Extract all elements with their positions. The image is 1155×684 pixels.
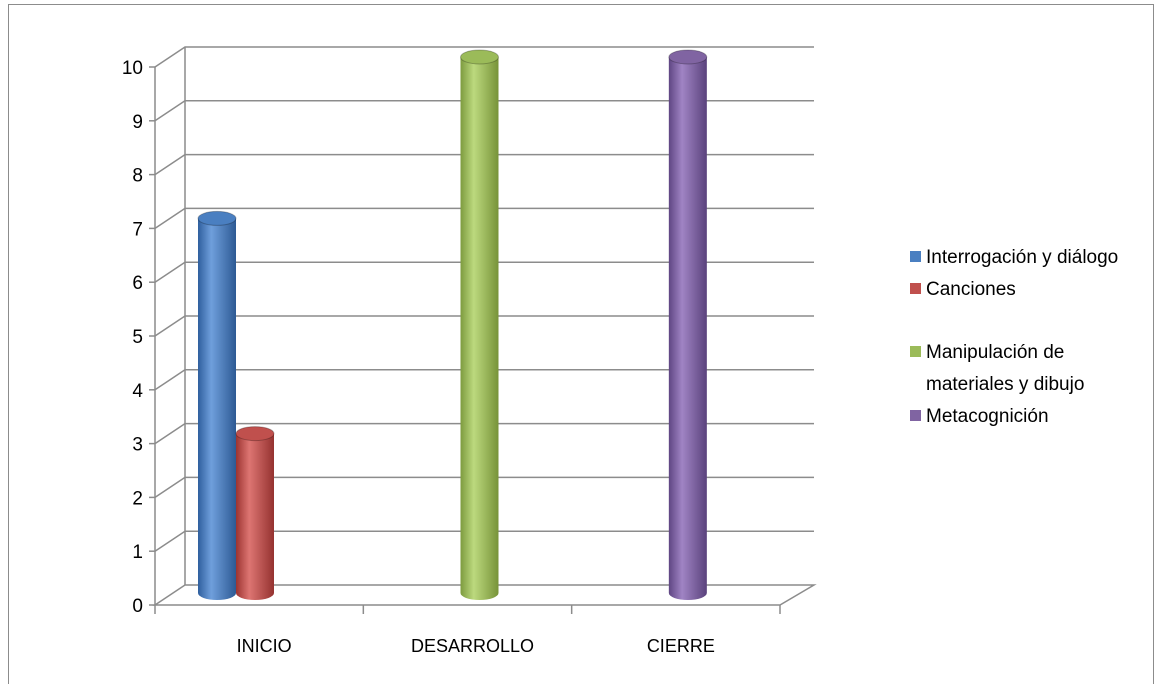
y-tick-label: 1	[132, 542, 143, 563]
legend-label: Metacognición	[926, 406, 1049, 427]
y-tick-label: 3	[132, 435, 143, 456]
bar-body	[198, 218, 236, 600]
legend-item: Manipulación de materiales y dibujo	[910, 337, 1150, 401]
bar-body	[460, 57, 499, 600]
legend-swatch	[910, 251, 921, 262]
bar-layer	[197, 49, 708, 600]
bar-body	[668, 57, 707, 600]
y-tick-label: 5	[132, 327, 143, 348]
legend-item: Interrogación y diálogo	[910, 242, 1150, 274]
y-tick-label: 9	[132, 112, 143, 133]
x-category-label: CIERRE	[647, 636, 715, 656]
y-tick-label: 2	[132, 488, 143, 509]
bar-cylinder	[668, 49, 708, 600]
legend: Interrogación y diálogo Canciones Manipu…	[910, 242, 1150, 433]
axis-layer	[149, 66, 817, 614]
x-category-label: DESARROLLO	[411, 636, 534, 656]
bar-top	[235, 426, 275, 442]
gridline	[154, 422, 814, 445]
bar-top	[197, 210, 237, 226]
gridline	[154, 476, 814, 499]
gridline	[154, 530, 814, 552]
gridline	[154, 153, 814, 176]
bar-body	[236, 433, 274, 600]
bar-top	[460, 49, 499, 65]
gridline	[154, 315, 814, 337]
chart-frame	[8, 4, 1154, 684]
gridline	[154, 207, 814, 230]
y-tick-label: 7	[132, 219, 143, 240]
grid-layer	[154, 46, 814, 585]
gridline	[154, 46, 814, 68]
y-tick-label: 10	[122, 58, 143, 79]
gridline	[154, 261, 814, 283]
gridline	[154, 369, 814, 391]
legend-item: Metacognición	[910, 401, 1150, 433]
legend-label: Canciones	[926, 279, 1016, 300]
legend-label: Manipulación de materiales y dibujo	[926, 342, 1085, 395]
x-category-label: INICIO	[237, 636, 292, 656]
legend-swatch	[910, 346, 921, 357]
bar-cylinder	[460, 49, 499, 600]
label-layer: 0 1 2 3 4 5 6 7 8 9 10 INICIO DESARROLLO CIERRE	[122, 58, 715, 656]
legend-swatch	[910, 283, 921, 294]
bar-cylinder	[197, 210, 237, 600]
y-tick-label: 0	[132, 596, 143, 617]
legend-label: Interrogación y diálogo	[926, 247, 1119, 268]
y-tick-label: 6	[132, 273, 143, 294]
y-tick-label: 8	[132, 166, 143, 187]
legend-item: Canciones	[910, 274, 1150, 306]
gridline	[154, 100, 814, 122]
bar-cylinder	[235, 426, 275, 600]
bar-top	[668, 49, 708, 65]
y-tick-label: 4	[132, 381, 143, 402]
legend-swatch	[910, 410, 921, 421]
